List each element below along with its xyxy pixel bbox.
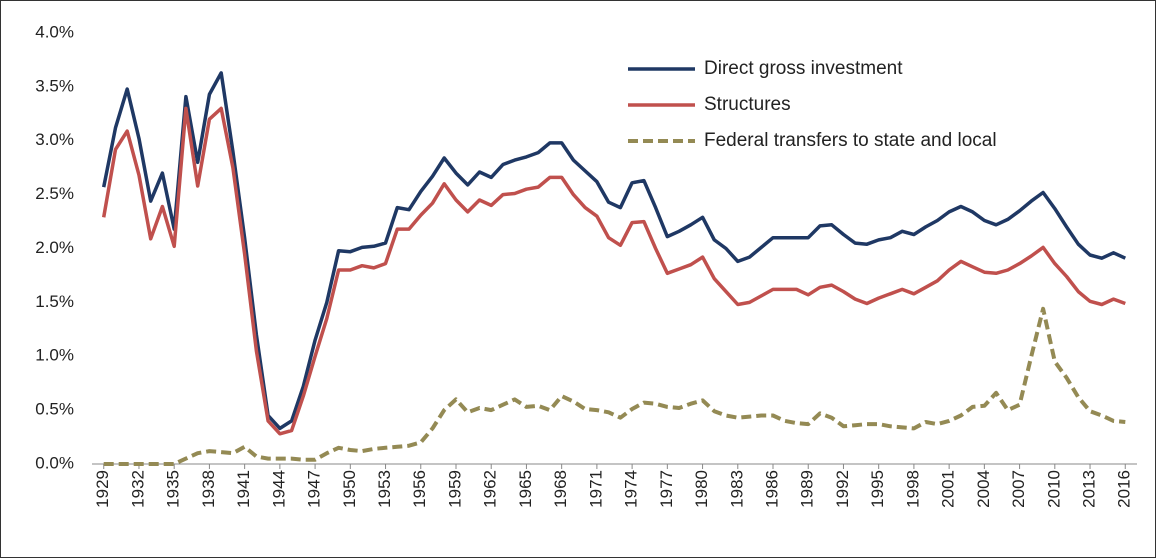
x-tick-label: 1947: [305, 470, 324, 508]
x-tick-label: 1941: [234, 470, 253, 508]
x-tick-label: 1995: [868, 470, 887, 508]
x-tick-label: 2007: [1009, 470, 1028, 508]
legend-label: Structures: [704, 94, 791, 115]
x-tick-label: 1983: [727, 470, 746, 508]
y-tick-label: 1.5%: [35, 292, 74, 311]
x-tick-label: 2004: [974, 470, 993, 508]
x-tick-label: 1932: [128, 470, 147, 508]
x-tick-label: 1974: [622, 470, 641, 508]
y-tick-label: 3.0%: [35, 130, 74, 149]
x-tick-label: 1977: [657, 470, 676, 508]
x-tick-label: 1959: [445, 470, 464, 508]
x-tick-label: 1971: [586, 470, 605, 508]
x-tick-label: 1989: [798, 470, 817, 508]
series-line: [101, 71, 1127, 431]
x-tick-label: 1950: [340, 470, 359, 508]
y-tick-label: 2.0%: [35, 238, 74, 257]
x-tick-label: 1962: [481, 470, 500, 508]
x-tick-label: 1980: [692, 470, 711, 508]
x-tick-label: 1944: [269, 470, 288, 508]
x-tick-label: 1986: [762, 470, 781, 508]
x-tick-label: 1929: [93, 470, 112, 508]
x-tick-label: 1953: [375, 470, 394, 508]
y-tick-label: 0.5%: [35, 400, 74, 419]
legend-label: Federal transfers to state and local: [704, 130, 997, 151]
x-tick-label: 1965: [516, 470, 535, 508]
x-tick-label: 2013: [1080, 470, 1099, 508]
y-tick-label: 0.0%: [35, 453, 74, 472]
x-tick-label: 1935: [164, 470, 183, 508]
x-tick-label: 1992: [833, 470, 852, 508]
y-tick-label: 2.5%: [35, 184, 74, 203]
series-line: [103, 306, 1126, 466]
x-tick-label: 1968: [551, 470, 570, 508]
x-tick-label: 1998: [903, 470, 922, 508]
x-tick-label: 1956: [410, 470, 429, 508]
y-tick-label: 4.0%: [35, 22, 74, 41]
y-tick-label: 3.5%: [35, 76, 74, 95]
x-tick-label: 2001: [939, 470, 958, 508]
x-tick-label: 1938: [199, 470, 218, 508]
x-tick-label: 2010: [1044, 470, 1063, 508]
series-line: [101, 106, 1126, 436]
legend-label: Direct gross investment: [704, 58, 903, 79]
x-tick-label: 2016: [1115, 470, 1134, 508]
y-tick-label: 1.0%: [35, 346, 74, 365]
